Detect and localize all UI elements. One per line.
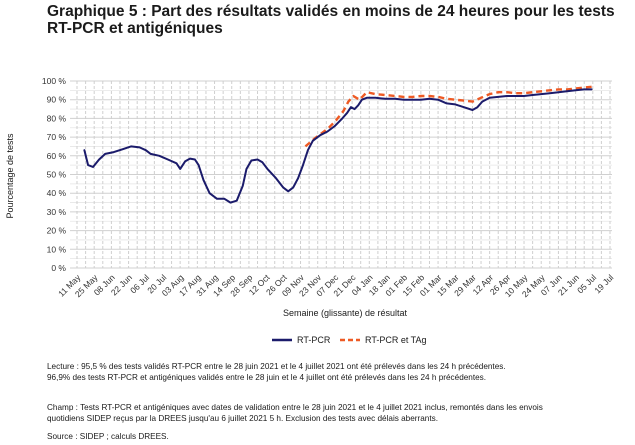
y-tick-label: 30 % [47,207,67,217]
y-tick-label: 50 % [47,170,67,180]
grid [70,80,612,269]
legend: RT-PCR RT-PCR et TAg [272,335,427,345]
legend-label-rtpcr-tag: RT-PCR et TAg [365,335,427,345]
x-axis-title: Semaine (glissante) de résultat [283,308,408,318]
series [83,85,593,204]
y-tick-label: 60 % [47,151,67,161]
y-axis-title: Pourcentage de tests [5,133,15,219]
chart-title: Graphique 5 : Part des résultats validés… [47,3,615,37]
y-tick-label: 80 % [47,113,67,123]
y-tick-label: 10 % [47,244,67,254]
lecture-note-2: 96,9% des tests RT-PCR et antigéniques v… [47,373,487,382]
champ-note-1: Champ : Tests RT-PCR et antigéniques ave… [47,403,543,412]
legend-label-rtpcr: RT-PCR [297,335,331,345]
champ-note-2: quotidiens SIDEP reçus par la DREES jusq… [47,414,438,423]
y-axis-ticks: 0 % 10 % 20 % 30 % 40 % 50 % 60 % 70 % 80 % 90 % 1… [42,76,67,273]
series-line-rtpcr [83,88,593,204]
source-note: Source : SIDEP ; calculs DREES. [47,432,169,441]
x-tick-label: 19 Jul [592,272,615,295]
y-tick-label: 70 % [47,132,67,142]
y-tick-label: 40 % [47,188,67,198]
series-line-rtpcr-tag [304,85,592,148]
lecture-note-1: Lecture : 95,5 % des tests validés RT-PC… [47,362,506,371]
y-tick-label: 0 % [51,263,66,273]
y-tick-label: 90 % [47,95,67,105]
y-tick-label: 20 % [47,226,67,236]
y-tick-label: 100 % [42,76,67,86]
